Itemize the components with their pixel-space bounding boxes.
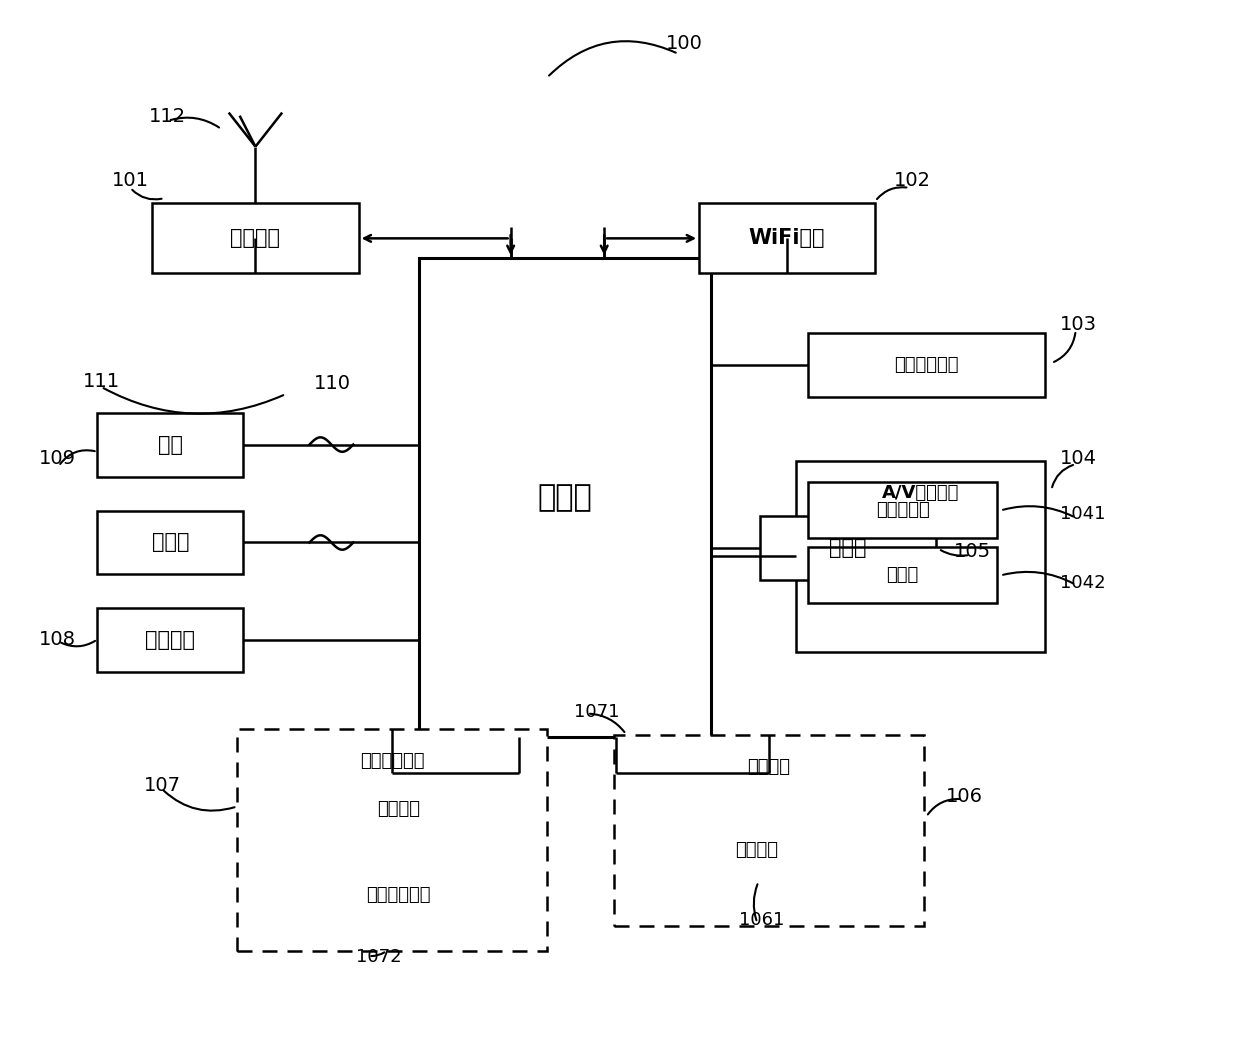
Bar [699, 203, 875, 274]
Bar [808, 547, 997, 604]
Text: 用户输入单元: 用户输入单元 [360, 752, 424, 770]
Text: 1042: 1042 [1060, 573, 1106, 591]
Text: 显示单元: 显示单元 [748, 757, 790, 776]
Bar [153, 203, 358, 274]
Text: 1041: 1041 [1060, 505, 1105, 523]
Text: 存储器: 存储器 [151, 532, 190, 552]
Text: 射频单元: 射频单元 [231, 228, 280, 248]
Text: 触控面板: 触控面板 [377, 800, 419, 818]
Text: 109: 109 [40, 449, 76, 468]
Text: 接口单元: 接口单元 [145, 630, 196, 650]
Text: 1061: 1061 [739, 911, 785, 929]
Bar [656, 822, 857, 878]
Text: 处理器: 处理器 [538, 483, 593, 512]
Text: 102: 102 [893, 171, 930, 190]
Text: WiFi模块: WiFi模块 [749, 228, 826, 248]
Text: 麦克风: 麦克风 [887, 566, 919, 584]
Bar [760, 515, 936, 580]
Bar [98, 608, 243, 672]
Bar [237, 729, 547, 951]
Text: 103: 103 [1060, 316, 1097, 335]
Bar [298, 866, 498, 923]
Text: 音频输出单元: 音频输出单元 [894, 357, 959, 375]
Text: 108: 108 [40, 630, 76, 649]
Bar [796, 461, 1045, 652]
Text: 传感器: 传感器 [830, 538, 867, 558]
Text: 1071: 1071 [574, 703, 619, 721]
Bar [298, 781, 498, 837]
Text: 其他输入设备: 其他输入设备 [366, 886, 430, 904]
Bar [614, 735, 924, 926]
Text: 100: 100 [666, 34, 703, 53]
Text: 111: 111 [83, 372, 120, 391]
Text: 112: 112 [149, 107, 186, 126]
Text: 105: 105 [954, 542, 991, 562]
Text: 图形处理器: 图形处理器 [875, 501, 930, 519]
Bar [808, 482, 997, 539]
Text: 101: 101 [112, 171, 149, 190]
Bar [98, 510, 243, 574]
Text: 106: 106 [946, 787, 982, 806]
Text: 104: 104 [1060, 449, 1097, 468]
Text: A/V输入单元: A/V输入单元 [882, 484, 960, 502]
Text: 107: 107 [144, 776, 181, 795]
Text: 电源: 电源 [157, 434, 182, 454]
Bar [98, 412, 243, 477]
Text: 显示面板: 显示面板 [735, 842, 779, 859]
Text: 1072: 1072 [356, 948, 402, 966]
Bar [419, 258, 711, 737]
Text: 110: 110 [314, 375, 351, 393]
Bar [808, 333, 1045, 397]
